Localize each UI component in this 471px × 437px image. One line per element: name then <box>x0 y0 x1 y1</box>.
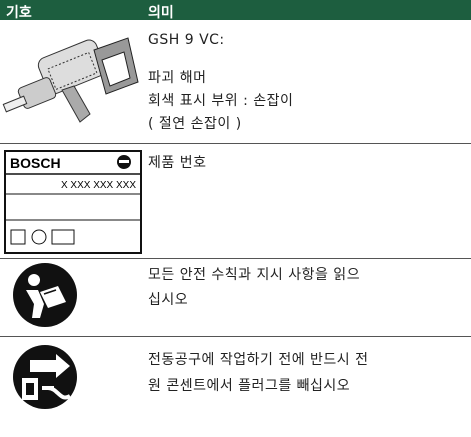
hammer-image <box>2 37 139 123</box>
meaning-text: 모든 안전 수칙과 지시 사항을 읽으 <box>148 267 361 283</box>
nameplate-number: X XXX XXX XXX <box>61 180 136 191</box>
meaning-text: 전동공구에 작업하기 전에 반드시 전 <box>148 352 369 368</box>
header-meaning: 의미 <box>148 5 174 21</box>
meaning-text: GSH 9 VC: <box>148 32 225 48</box>
meaning-text: ( 절연 손잡이 ) <box>148 116 242 132</box>
nameplate: BOSCH X XXX XXX XXX <box>4 150 142 254</box>
meaning-text: 파괴 해머 <box>148 70 207 86</box>
read-manual-icon <box>13 263 77 327</box>
row-separator <box>0 143 471 144</box>
row-separator <box>0 336 471 337</box>
header: 기호 의미 <box>0 0 471 21</box>
nameplate-brand: BOSCH <box>10 155 61 171</box>
meaning-text: 십시오 <box>148 292 189 308</box>
header-symbol: 기호 <box>6 5 32 21</box>
meaning-text: 원 콘센트에서 플러그를 빼십시오 <box>148 378 351 394</box>
meaning-text: 제품 번호 <box>148 155 207 171</box>
row-separator <box>0 258 471 259</box>
unplug-icon <box>13 345 77 409</box>
meaning-text: 회색 표시 부위 : 손잡이 <box>148 93 294 109</box>
